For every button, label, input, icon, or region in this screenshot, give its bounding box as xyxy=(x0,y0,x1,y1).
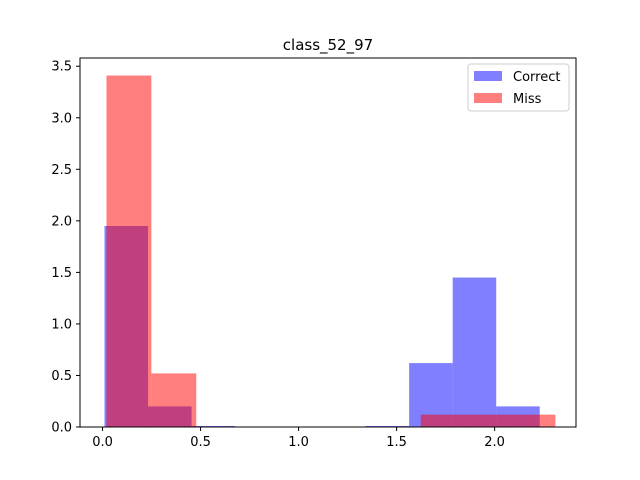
bars-layer xyxy=(104,75,556,428)
y-tick-label: 2.5 xyxy=(51,163,72,178)
y-tick-label: 2.0 xyxy=(51,214,72,229)
y-tick-label: 3.5 xyxy=(51,60,72,75)
axes-layer: 0.0 0.5 1.0 1.5 2.0 0.0 0.5 1.0 1.5 2.0 2.5 3.0 3.5 xyxy=(51,57,577,450)
y-tick-label: 0.5 xyxy=(51,369,72,384)
bar-miss-8 xyxy=(465,414,511,427)
bar-miss-1 xyxy=(151,373,197,427)
legend-swatch-miss xyxy=(474,93,502,103)
legend: Correct Miss xyxy=(467,63,570,112)
legend-label-miss: Miss xyxy=(513,92,542,107)
plot-frame xyxy=(79,57,577,428)
y-tick-label: 0.0 xyxy=(51,421,72,436)
bar-miss-0 xyxy=(106,75,152,428)
x-tick-label: 1.0 xyxy=(288,435,309,450)
chart-title: class_52_97 xyxy=(283,36,373,55)
y-tick-label: 1.0 xyxy=(51,317,72,332)
x-tick-label: 1.5 xyxy=(386,435,407,450)
y-tick-label: 1.5 xyxy=(51,266,72,281)
bar-correct-8 xyxy=(452,277,497,427)
legend-swatch-correct xyxy=(474,71,502,81)
y-tick-label: 3.0 xyxy=(51,111,72,126)
bar-miss-7 xyxy=(420,414,466,427)
bar-correct-6 xyxy=(365,425,410,427)
bar-correct-2 xyxy=(191,425,236,427)
x-tick-label: 0.5 xyxy=(190,435,211,450)
x-tick-label: 0.0 xyxy=(92,435,113,450)
legend-label-correct: Correct xyxy=(513,70,560,85)
bar-miss-9 xyxy=(510,414,556,427)
x-tick-label: 2.0 xyxy=(484,435,505,450)
